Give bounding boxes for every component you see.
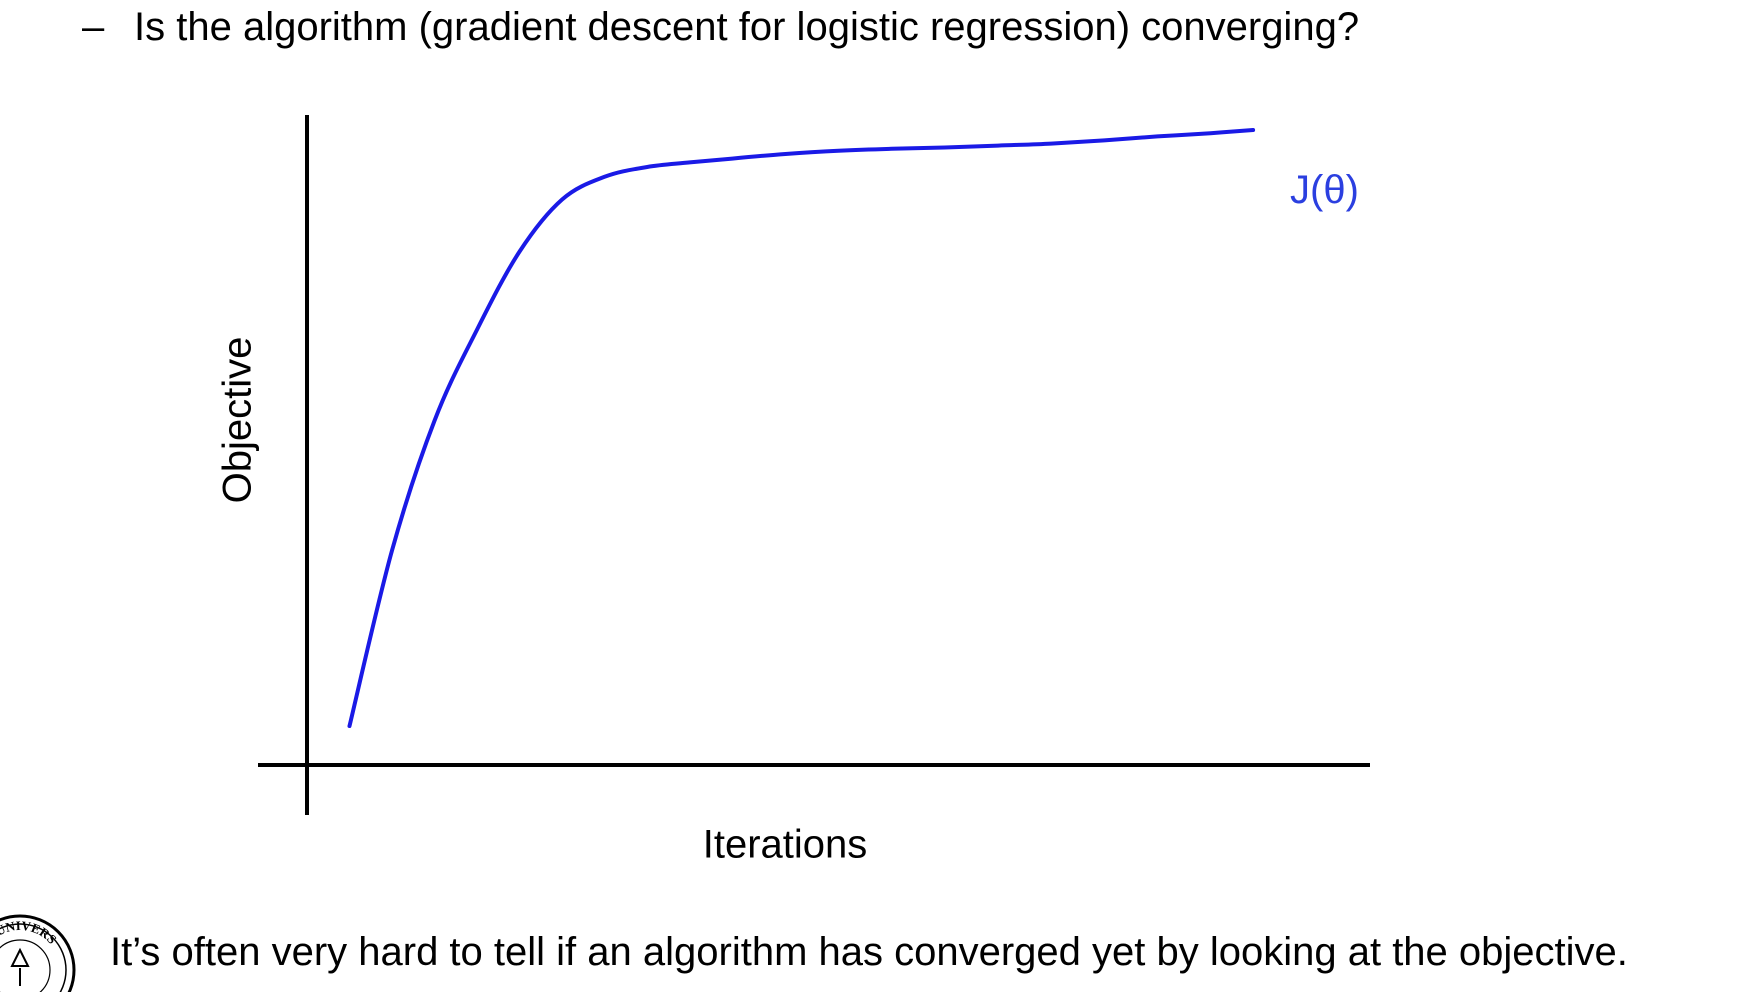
footer-caption: It’s often very hard to tell if an algor… — [110, 929, 1628, 974]
bullet-text: Is the algorithm (gradient descent for l… — [134, 4, 1360, 49]
y-axis-label: Objective — [215, 336, 260, 504]
series-label-j-theta: J(θ) — [1290, 168, 1359, 212]
university-seal-icon: NIOR UNIVERS — [0, 914, 76, 992]
bullet-line: – Is the algorithm (gradient descent for… — [82, 0, 1359, 54]
series-line-0 — [347, 128, 1256, 728]
bullet-dash: – — [82, 4, 105, 49]
x-axis-label: Iterations — [702, 822, 868, 867]
series-group — [347, 128, 1256, 728]
